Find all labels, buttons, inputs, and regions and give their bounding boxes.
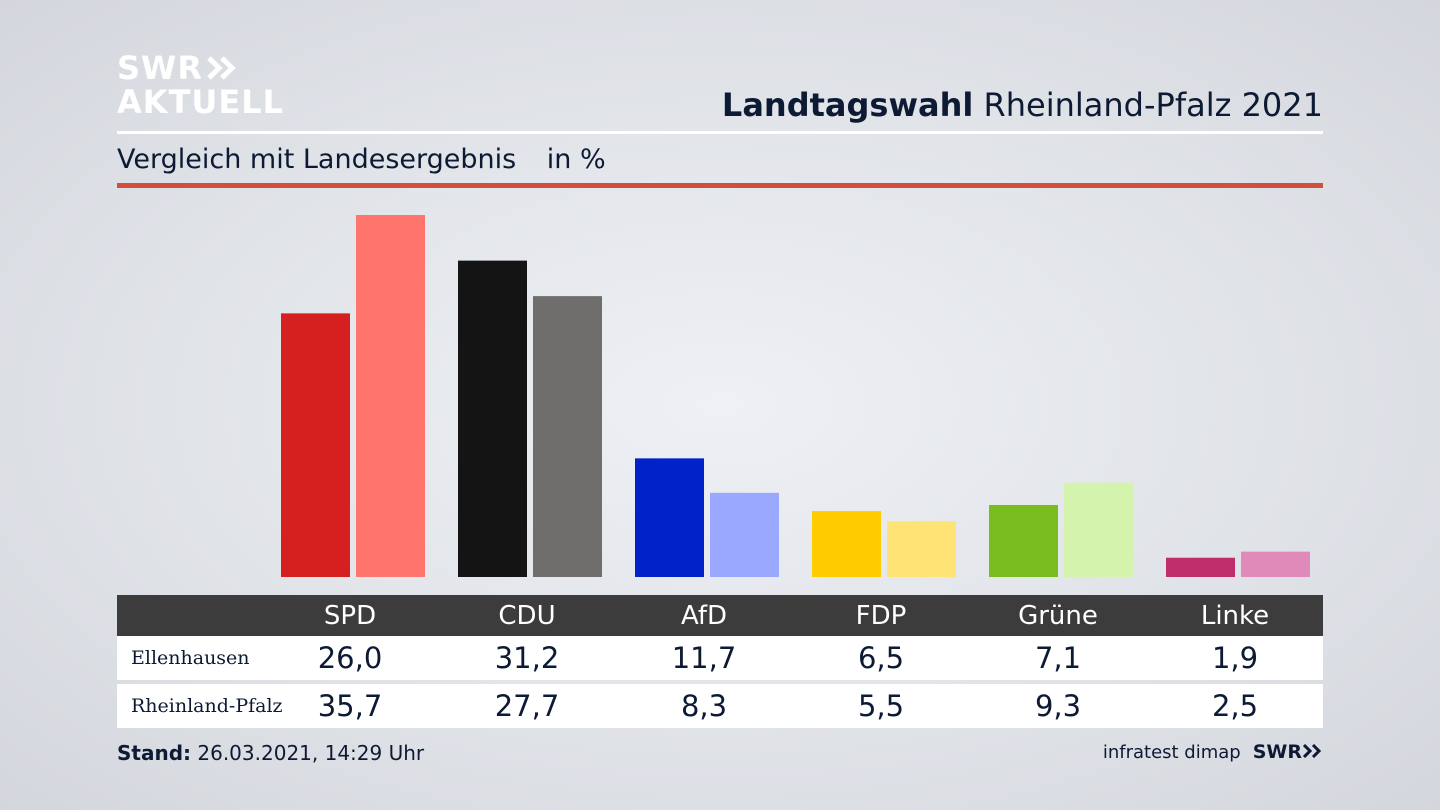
table-cell: 27,7 (494, 689, 560, 723)
row-label: Rheinland-Pfalz (131, 695, 283, 717)
title-rest: Rheinland-Pfalz 2021 (983, 86, 1323, 124)
bar-fdp-state (887, 521, 956, 577)
double-chevron-icon (1302, 743, 1322, 759)
subtitle-unit: in % (546, 144, 606, 175)
table-cell: 8,3 (680, 689, 728, 723)
bar-cdu-state (533, 296, 602, 577)
table-cell: 2,5 (1211, 689, 1259, 723)
stand-label: Stand: (117, 741, 192, 765)
logo-aktuell-text: AKTUELL (117, 83, 285, 121)
stand-value: 26.03.2021, 14:29 Uhr (197, 741, 425, 765)
logo-swr-text: SWR (117, 49, 203, 87)
title-bold: Landtagswahl (721, 86, 974, 124)
header-cell-cdu: CDU (498, 600, 556, 631)
header-cell-linke: Linke (1200, 600, 1270, 631)
bar-fdp-local (812, 511, 881, 577)
source-credit: infratest dimap SWR (1103, 741, 1323, 763)
bar-grne-local (989, 505, 1058, 577)
header-cell-afd: AfD (680, 600, 728, 631)
bar-grne-state (1064, 482, 1133, 577)
row-label: Ellenhausen (131, 647, 250, 669)
header-cell-fdp: FDP (855, 600, 907, 631)
table-cell: 11,7 (671, 641, 737, 675)
bar-spd-state (356, 215, 425, 577)
table-cell: 1,9 (1211, 641, 1259, 675)
subtitle-text: Vergleich mit Landesergebnis (117, 144, 517, 175)
table-cell: 9,3 (1034, 689, 1082, 723)
bar-cdu-local (458, 260, 527, 577)
table-cell: 6,5 (857, 641, 905, 675)
header-cell-gruene: Grüne (1018, 600, 1098, 631)
footer-swr-logo: SWR (1253, 741, 1323, 763)
double-chevron-icon (207, 56, 236, 80)
table-cell: 26,0 (317, 641, 383, 675)
footer-swr-text: SWR (1252, 741, 1302, 763)
bar-afd-state (710, 492, 779, 577)
source-text: infratest dimap (1102, 741, 1241, 763)
table-row: Rheinland-Pfalz 35,7 27,7 8,3 5,5 9,3 2,… (117, 684, 1323, 728)
swr-aktuell-logo: SWR AKTUELL (117, 52, 284, 118)
table-row: Ellenhausen 26,0 31,2 11,7 6,5 7,1 1,9 (117, 636, 1323, 680)
table-cell: 31,2 (494, 641, 560, 675)
bar-afd-local (635, 458, 704, 577)
table-header: SPD CDU AfD FDP Grüne Linke (117, 595, 1323, 636)
bar-chart (281, 215, 1310, 577)
bar-spd-local (281, 313, 350, 577)
bar-linke-local (1166, 557, 1235, 577)
bar-linke-state (1241, 551, 1310, 577)
table-cell: 5,5 (857, 689, 905, 723)
chart-subtitle: Vergleich mit Landesergebnis in % (117, 144, 606, 175)
table-cell: 7,1 (1034, 641, 1082, 675)
page-title: Landtagswahl Rheinland-Pfalz 2021 (722, 86, 1323, 124)
header-divider (117, 131, 1323, 134)
results-table: SPD CDU AfD FDP Grüne Linke Ellenhausen … (117, 595, 1323, 728)
timestamp: Stand: 26.03.2021, 14:29 Uhr (117, 741, 424, 765)
header-cell-spd: SPD (323, 600, 377, 631)
table-cell: 35,7 (317, 689, 383, 723)
accent-rule (117, 183, 1323, 188)
